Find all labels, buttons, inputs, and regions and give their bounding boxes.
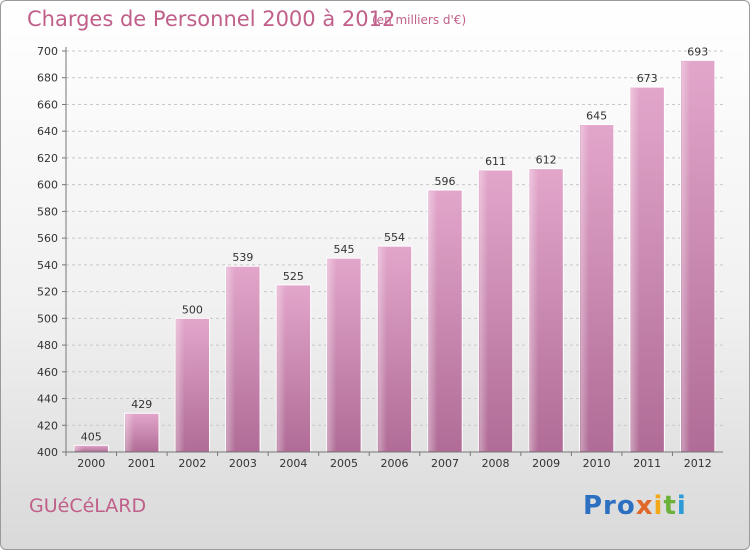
bar-highlight <box>226 267 244 451</box>
bar-value-label: 673 <box>637 72 658 85</box>
town-name: GUéCéLARD <box>29 495 147 517</box>
y-tick-label: 520 <box>37 286 58 299</box>
x-tick-label: 2010 <box>583 457 611 470</box>
logo-part-1: Pro <box>583 491 636 521</box>
logo-part-4: t <box>663 491 677 521</box>
y-axis: 400 420 440 460 480 500 520 540 560 580 600 620 640 6… <box>37 45 67 459</box>
bar-value-label: 429 <box>131 398 152 411</box>
bar-highlight <box>631 88 649 451</box>
x-tick-label: 2002 <box>178 457 206 470</box>
bar-value-label: 405 <box>81 430 102 443</box>
bar-value-label: 554 <box>384 231 405 244</box>
x-tick-label: 2011 <box>633 457 661 470</box>
y-tick-label: 420 <box>37 419 58 432</box>
x-tick-label: 2003 <box>229 457 257 470</box>
y-tick-label: 660 <box>37 98 58 111</box>
x-tick-label: 2004 <box>279 457 307 470</box>
y-tick-label: 460 <box>37 366 58 379</box>
bar-value-label: 525 <box>283 270 304 283</box>
y-tick-label: 700 <box>37 45 58 58</box>
logo-part-3: i <box>653 491 664 521</box>
bar-highlight <box>277 285 295 451</box>
x-tick-label: 2001 <box>128 457 156 470</box>
bar-value-label: 611 <box>485 155 506 168</box>
y-tick-label: 620 <box>37 152 58 165</box>
bar-highlight <box>529 169 548 452</box>
bar-highlight <box>681 61 699 452</box>
bar-value-label: 500 <box>182 303 203 316</box>
bar-highlight <box>176 319 194 451</box>
bar-highlight <box>580 125 598 452</box>
bar-value-label: 693 <box>687 45 708 58</box>
y-tick-label: 640 <box>37 125 58 138</box>
bar-value-label: 612 <box>536 154 557 167</box>
x-axis: 2000 2001 2002 2003 2004 2005 2006 2007 2008 2009… <box>65 451 723 470</box>
y-tick-label: 560 <box>37 232 58 245</box>
bar-value-label: 645 <box>586 110 607 123</box>
bar-highlight <box>125 414 143 451</box>
bar-highlight <box>428 191 447 451</box>
y-tick-label: 580 <box>37 205 58 218</box>
chart-title: Charges de Personnel 2000 à 2012 <box>27 7 396 31</box>
chart-subtitle: (en milliers d'€) <box>372 13 467 27</box>
y-tick-label: 540 <box>37 259 58 272</box>
y-tick-label: 680 <box>37 72 58 85</box>
bar-highlight <box>327 259 345 451</box>
x-tick-label: 2012 <box>684 457 712 470</box>
y-tick-label: 400 <box>37 446 58 459</box>
y-tick-label: 600 <box>37 179 58 192</box>
bar-value-label: 596 <box>435 175 456 188</box>
bar-value-label: 539 <box>232 251 253 264</box>
bar-value-label: 545 <box>333 243 354 256</box>
x-tick-label: 2007 <box>431 457 459 470</box>
bars: 405 429 500 539 525 545 554 596 611 612 645 673 693 <box>73 45 716 453</box>
y-tick-label: 440 <box>37 393 58 406</box>
x-tick-label: 2008 <box>482 457 510 470</box>
logo-part-5: i <box>676 491 687 521</box>
bar-highlight <box>378 247 396 451</box>
x-tick-label: 2009 <box>532 457 560 470</box>
bar-highlight <box>479 170 497 452</box>
x-tick-label: 2006 <box>381 457 409 470</box>
y-tick-label: 500 <box>37 312 58 325</box>
x-tick-label: 2000 <box>77 457 105 470</box>
x-tick-label: 2005 <box>330 457 358 470</box>
bar-highlight <box>75 446 93 451</box>
logo-part-2: x <box>635 491 654 521</box>
proxiti-logo: Proxiti <box>583 491 687 521</box>
y-tick-label: 480 <box>37 339 58 352</box>
